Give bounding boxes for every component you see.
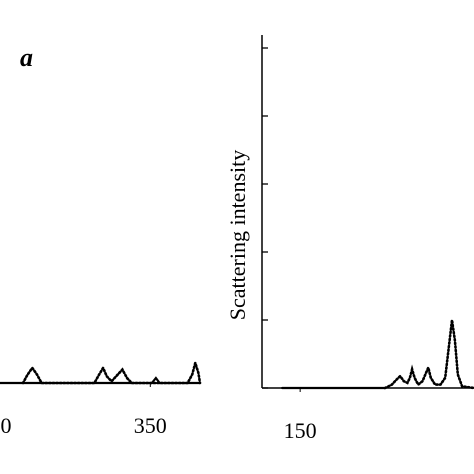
x-tick-label: 150 — [284, 418, 317, 443]
x-tick-label: 350 — [134, 413, 167, 438]
panel-label: a — [20, 43, 33, 72]
data-line — [21, 358, 202, 385]
data-line — [383, 319, 474, 390]
y-axis-label: Scattering intensity — [225, 150, 250, 320]
x-tick-label: 300 — [0, 413, 12, 438]
